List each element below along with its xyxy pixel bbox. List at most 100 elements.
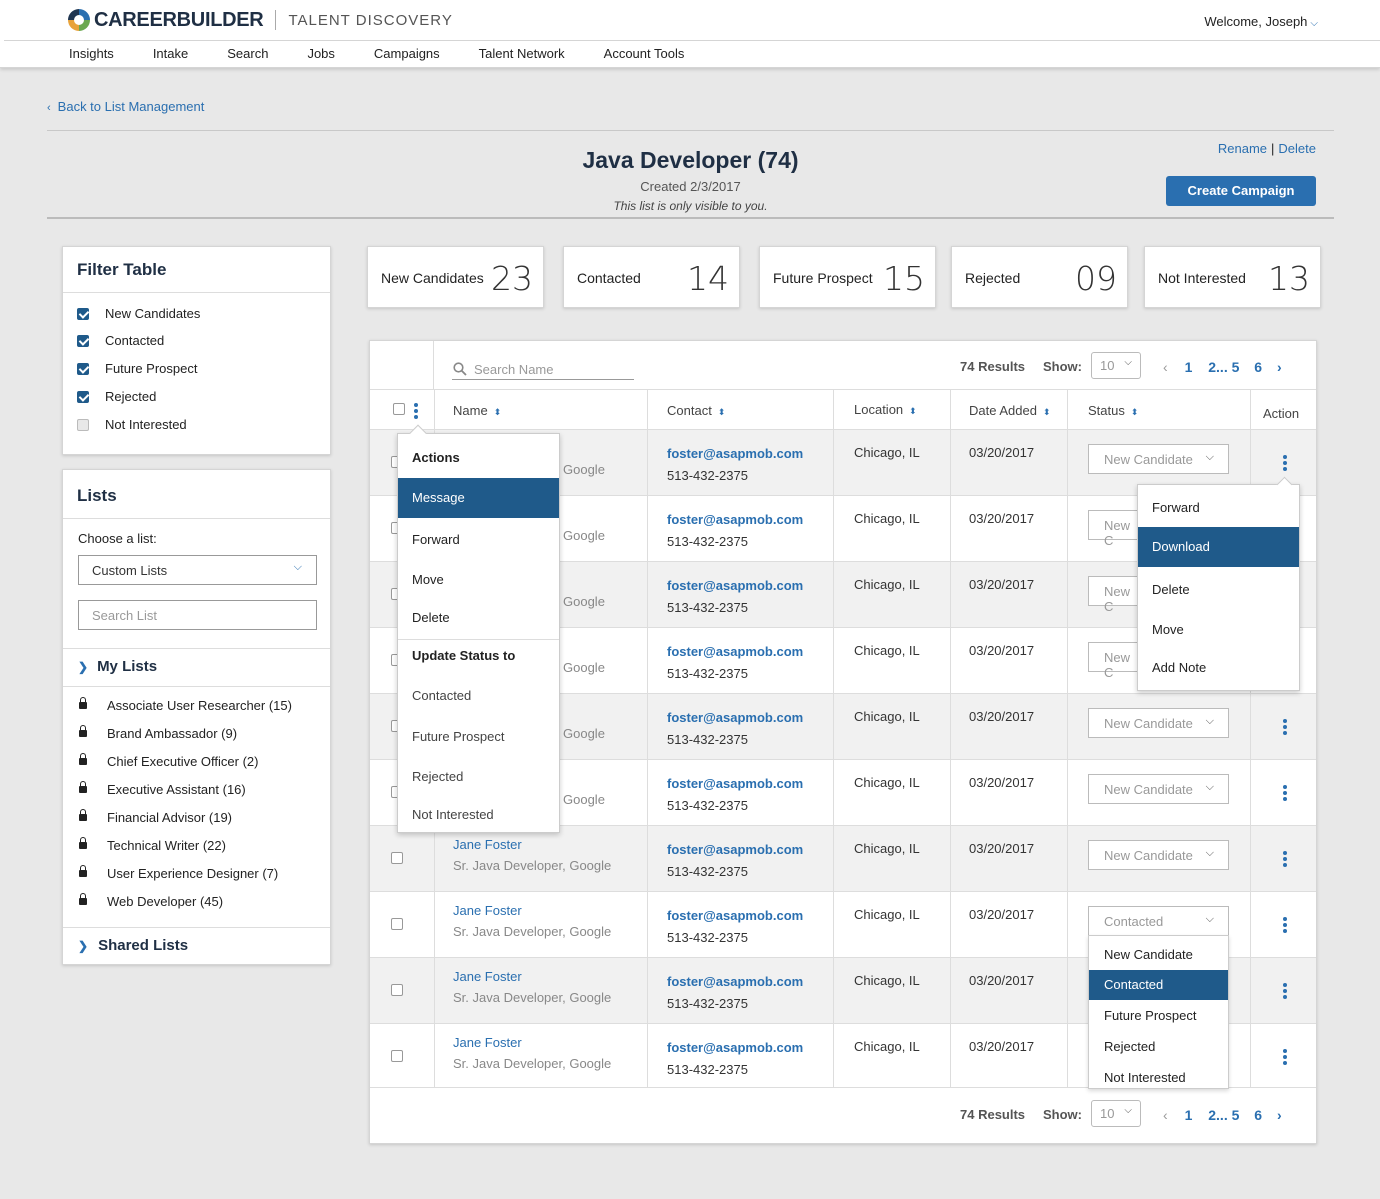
delete-link[interactable]: Delete xyxy=(1278,141,1316,156)
filter-rejected[interactable]: Rejected xyxy=(77,389,156,404)
nav-campaigns[interactable]: Campaigns xyxy=(373,46,440,61)
candidate-email[interactable]: foster@asapmob.com xyxy=(667,1040,804,1055)
row-checkbox[interactable] xyxy=(391,852,403,864)
create-campaign-button[interactable]: Create Campaign xyxy=(1166,176,1316,206)
candidate-email[interactable]: foster@asapmob.com xyxy=(667,710,804,725)
candidate-email[interactable]: foster@asapmob.com xyxy=(667,908,804,923)
prev-page[interactable]: ‹ xyxy=(1163,359,1168,375)
page-1[interactable]: 1 xyxy=(1184,1107,1193,1123)
page-size-select[interactable]: 10 ⌵ xyxy=(1091,352,1141,379)
page-6[interactable]: 6 xyxy=(1254,359,1263,375)
candidate-name[interactable]: Jane Foster xyxy=(453,903,522,918)
menu-item-forward[interactable]: Forward xyxy=(412,532,460,547)
page-1[interactable]: 1 xyxy=(1184,359,1193,375)
row-action-kebab-icon[interactable] xyxy=(1283,455,1287,471)
menu-item-contacted[interactable]: Contacted xyxy=(412,688,472,703)
table-row[interactable]: Google foster@asapmob.com 513-432-2375 Chic… xyxy=(370,759,1316,825)
page-6[interactable]: 6 xyxy=(1254,1107,1263,1123)
menu-item-delete[interactable]: Delete xyxy=(412,610,450,625)
row-checkbox[interactable] xyxy=(391,984,403,996)
page-size-select-footer[interactable]: 10 ⌵ xyxy=(1091,1100,1141,1127)
filter-new-candidates[interactable]: New Candidates xyxy=(77,306,200,321)
candidate-name[interactable]: Jane Foster xyxy=(453,1035,522,1050)
table-row[interactable]: Jane Foster Sr. Java Developer, Google fos… xyxy=(370,825,1316,891)
nav-jobs[interactable]: Jobs xyxy=(307,46,335,61)
checkbox[interactable] xyxy=(77,307,89,320)
status-select[interactable]: Contacted ⌵ xyxy=(1088,906,1229,936)
table-row[interactable]: Google foster@asapmob.com 513-432-2375 Chic… xyxy=(370,627,1316,693)
table-row[interactable]: Jane Foster Sr. Java Developer, Google fos… xyxy=(370,1023,1316,1089)
list-item[interactable]: Executive Assistant (16) xyxy=(79,781,246,797)
column-contact[interactable]: Contact ⬍ xyxy=(667,403,725,418)
menu-item-forward[interactable]: Forward xyxy=(1152,500,1200,515)
filter-contacted[interactable]: Contacted xyxy=(77,333,164,348)
menu-item-message[interactable]: Message xyxy=(398,478,559,518)
list-item[interactable]: Web Developer (45) xyxy=(79,893,223,909)
checkbox[interactable] xyxy=(77,390,89,403)
menu-item-move[interactable]: Move xyxy=(1152,622,1184,637)
row-checkbox[interactable] xyxy=(391,1050,403,1062)
status-option-not-interested[interactable]: Not Interested xyxy=(1104,1070,1186,1085)
column-status[interactable]: Status ⬍ xyxy=(1088,403,1138,418)
candidate-email[interactable]: foster@asapmob.com xyxy=(667,512,804,527)
next-page[interactable]: › xyxy=(1276,1107,1282,1123)
status-option-new-candidate[interactable]: New Candidate xyxy=(1104,947,1193,962)
nav-intake[interactable]: Intake xyxy=(152,46,189,61)
column-name[interactable]: Name ⬍ xyxy=(453,403,501,418)
back-link[interactable]: ‹ Back to List Management xyxy=(47,99,204,114)
row-action-kebab-icon[interactable] xyxy=(1283,1049,1287,1065)
candidate-email[interactable]: foster@asapmob.com xyxy=(667,578,804,593)
candidate-email[interactable]: foster@asapmob.com xyxy=(667,776,804,791)
candidate-name[interactable]: Jane Foster xyxy=(453,969,522,984)
table-row[interactable]: Jane Foster Sr. Java Developer, Google fos… xyxy=(370,957,1316,1023)
nav-account-tools[interactable]: Account Tools xyxy=(603,46,685,61)
status-option-future-prospect[interactable]: Future Prospect xyxy=(1104,1008,1197,1023)
menu-item-download[interactable]: Download xyxy=(1138,527,1299,567)
page-5[interactable]: 5 xyxy=(1231,359,1240,375)
checkbox[interactable] xyxy=(77,334,89,347)
row-action-kebab-icon[interactable] xyxy=(1283,785,1287,801)
row-action-kebab-icon[interactable] xyxy=(1283,719,1287,735)
menu-item-not-interested[interactable]: Not Interested xyxy=(412,807,494,822)
menu-item-move[interactable]: Move xyxy=(412,572,444,587)
candidate-email[interactable]: foster@asapmob.com xyxy=(667,974,804,989)
rename-link[interactable]: Rename xyxy=(1217,141,1268,156)
candidate-email[interactable]: foster@asapmob.com xyxy=(667,842,804,857)
stat-new-candidates[interactable]: New Candidates 23 xyxy=(367,246,544,308)
row-action-kebab-icon[interactable] xyxy=(1283,983,1287,999)
row-action-kebab-icon[interactable] xyxy=(1283,851,1287,867)
page-2[interactable]: 2 xyxy=(1208,359,1217,375)
stat-contacted[interactable]: Contacted 14 xyxy=(563,246,740,308)
menu-item-add-note[interactable]: Add Note xyxy=(1152,660,1207,675)
column-date-added[interactable]: Date Added ⬍ xyxy=(969,403,1051,418)
candidate-email[interactable]: foster@asapmob.com xyxy=(667,446,804,461)
page-2[interactable]: 2 xyxy=(1208,1107,1217,1123)
shared-lists-toggle[interactable]: ❯ Shared Lists xyxy=(78,937,188,954)
candidate-email[interactable]: foster@asapmob.com xyxy=(667,644,804,659)
page-5[interactable]: 5 xyxy=(1231,1107,1240,1123)
stat-rejected[interactable]: Rejected 09 xyxy=(951,246,1128,308)
nav-insights[interactable]: Insights xyxy=(69,46,114,61)
row-action-kebab-icon[interactable] xyxy=(1283,917,1287,933)
prev-page[interactable]: ‹ xyxy=(1163,1107,1168,1123)
list-item[interactable]: User Experience Designer (7) xyxy=(79,865,278,881)
my-lists-toggle[interactable]: ❯ My Lists xyxy=(78,658,157,675)
list-item[interactable]: Financial Advisor (19) xyxy=(79,809,232,825)
next-page[interactable]: › xyxy=(1276,359,1282,375)
stat-not-interested[interactable]: Not Interested 13 xyxy=(1144,246,1321,308)
careerbuilder-logo[interactable]: CAREERBUILDER TALENT DISCOVERY xyxy=(68,9,453,31)
list-item[interactable]: Associate User Researcher (15) xyxy=(79,697,292,713)
select-all-checkbox[interactable] xyxy=(393,403,405,415)
status-select[interactable]: New Candidate ⌵ xyxy=(1088,774,1229,804)
filter-not-interested[interactable]: Not Interested xyxy=(77,417,187,432)
stat-future-prospect[interactable]: Future Prospect 15 xyxy=(759,246,936,308)
list-item[interactable]: Brand Ambassador (9) xyxy=(79,725,237,741)
checkbox[interactable] xyxy=(77,418,89,431)
menu-item-delete[interactable]: Delete xyxy=(1152,582,1190,597)
list-select[interactable]: Custom Lists ⌵ xyxy=(78,555,317,585)
status-select[interactable]: New Candidate ⌵ xyxy=(1088,708,1229,738)
row-checkbox[interactable] xyxy=(391,918,403,930)
table-row[interactable]: Google foster@asapmob.com 513-432-2375 Chic… xyxy=(370,495,1316,561)
status-select[interactable]: New Candidate ⌵ xyxy=(1088,840,1229,870)
menu-item-rejected[interactable]: Rejected xyxy=(412,769,464,784)
